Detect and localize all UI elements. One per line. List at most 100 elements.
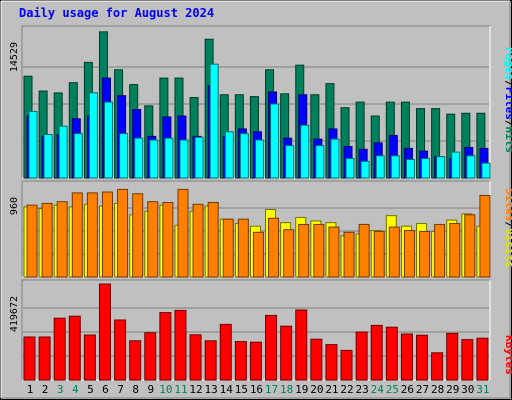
panel-middle: 960 Sites/Visits: [9, 180, 512, 278]
bar-kbytes-day-29: [446, 332, 459, 381]
bar-kbytes-day-22: [340, 349, 353, 381]
legend-top: Pages/Files/Hits: [503, 47, 512, 153]
legend-item-sites: Sites: [503, 188, 512, 221]
bar-kbytes-day-26: [400, 333, 413, 381]
legend-middle: Sites/Visits: [503, 188, 512, 268]
bar-pages-day-8: [134, 137, 144, 179]
bar-sites-day-20: [313, 223, 325, 278]
bar-pages-day-20: [315, 145, 325, 179]
bar-sites-day-12: [192, 203, 204, 278]
legend-item-visits: Visits: [503, 228, 512, 268]
chart-title: Daily usage for August 2024: [19, 6, 214, 20]
bar-sites-day-15: [237, 218, 249, 278]
x-tick-label-day-29: 29: [446, 383, 459, 396]
x-tick-label-day-19: 19: [295, 383, 308, 396]
bar-pages-day-11: [179, 139, 189, 179]
bar-kbytes-day-30: [461, 339, 474, 381]
bar-sites-day-2: [41, 202, 53, 278]
bar-kbytes-day-18: [280, 325, 293, 381]
legend-item-pages: Pages: [503, 47, 512, 80]
bar-pages-day-30: [466, 155, 476, 179]
bar-kbytes-day-25: [385, 326, 398, 381]
bar-pages-day-31: [481, 162, 491, 179]
bar-sites-day-3: [56, 201, 68, 278]
x-tick-label-day-16: 16: [250, 383, 263, 396]
bar-sites-day-11: [177, 188, 189, 278]
bar-sites-day-18: [283, 229, 295, 278]
bar-pages-day-15: [239, 133, 249, 179]
bar-sites-day-9: [147, 201, 159, 278]
bar-pages-day-2: [43, 134, 53, 179]
bar-pages-day-25: [390, 155, 400, 179]
bar-pages-day-28: [436, 156, 446, 179]
bar-kbytes-day-17: [265, 314, 278, 381]
bar-pages-day-14: [224, 131, 234, 179]
x-tick-label-day-22: 22: [340, 383, 353, 396]
bar-sites-day-22: [343, 231, 355, 278]
bar-kbytes-day-19: [295, 309, 308, 381]
x-tick-label-day-6: 6: [102, 383, 109, 396]
bar-kbytes-day-31: [476, 337, 489, 381]
x-tick-label-day-2: 2: [42, 383, 49, 396]
x-tick-label-day-20: 20: [310, 383, 323, 396]
x-tick-label-day-17: 17: [265, 383, 278, 396]
x-tick-label-day-4: 4: [72, 383, 79, 396]
bar-pages-day-12: [194, 136, 204, 179]
x-tick-label-day-18: 18: [280, 383, 293, 396]
x-tick-label-day-31: 31: [476, 383, 489, 396]
bar-sites-day-23: [358, 223, 370, 278]
bar-sites-day-26: [403, 230, 415, 278]
x-tick-label-day-30: 30: [461, 383, 474, 396]
bar-kbytes-day-23: [355, 331, 368, 381]
bar-pages-day-24: [375, 155, 385, 179]
bar-kbytes-day-5: [83, 334, 96, 381]
x-tick-label-day-10: 10: [159, 383, 172, 396]
bar-sites-day-17: [268, 217, 280, 278]
bar-pages-day-3: [58, 125, 68, 179]
bar-sites-day-25: [388, 226, 400, 278]
x-tick-label-day-27: 27: [416, 383, 429, 396]
bar-kbytes-day-6: [98, 283, 111, 381]
bar-pages-day-10: [164, 137, 174, 179]
x-tick-label-day-3: 3: [57, 383, 64, 396]
bar-pages-day-7: [119, 133, 129, 179]
bar-kbytes-day-13: [204, 340, 217, 381]
x-tick-label-day-11: 11: [174, 383, 187, 396]
y-tick-label: 419672: [9, 296, 20, 332]
x-tick-label-day-7: 7: [117, 383, 124, 396]
bar-pages-day-9: [149, 139, 159, 179]
x-tick-label-day-28: 28: [431, 383, 444, 396]
bar-pages-day-22: [345, 158, 355, 179]
legend-item-files: Files: [503, 87, 512, 120]
legend-item-hits: Hits: [503, 127, 512, 154]
bar-kbytes-day-10: [159, 312, 172, 381]
bar-pages-day-1: [28, 110, 38, 179]
x-axis-day-labels: 1 2 3 4 5 6 7 8 9 10 11 12 13 14 15 16 17 18 19 20 21 22 23 24 2…: [27, 383, 490, 396]
bar-sites-day-29: [449, 223, 461, 278]
bar-sites-day-28: [434, 223, 446, 278]
bar-sites-day-19: [298, 223, 310, 278]
bar-kbytes-day-24: [370, 324, 383, 381]
bar-kbytes-day-21: [325, 344, 338, 381]
bar-pages-day-4: [73, 133, 83, 179]
bar-kbytes-day-14: [219, 323, 232, 381]
bar-kbytes-day-7: [114, 319, 127, 381]
y-tick-label: 14529: [9, 42, 20, 72]
bar-kbytes-day-11: [174, 309, 187, 381]
bar-pages-day-29: [451, 151, 461, 179]
panel-bottom: 419672 KBytes: [9, 279, 512, 381]
legend-separator: /: [503, 120, 512, 127]
x-tick-label-day-24: 24: [371, 383, 385, 396]
bar-pages-day-21: [330, 138, 340, 179]
x-tick-label-day-26: 26: [401, 383, 414, 396]
y-tick-label: 960: [9, 197, 20, 215]
bar-pages-day-18: [285, 145, 295, 179]
bar-sites-day-4: [71, 192, 83, 278]
x-tick-label-day-12: 12: [189, 383, 202, 396]
bar-sites-day-14: [222, 218, 234, 278]
bar-kbytes-day-4: [68, 315, 81, 381]
bar-kbytes-day-16: [249, 341, 262, 381]
bar-sites-day-1: [26, 204, 38, 278]
x-tick-label-day-9: 9: [147, 383, 154, 396]
